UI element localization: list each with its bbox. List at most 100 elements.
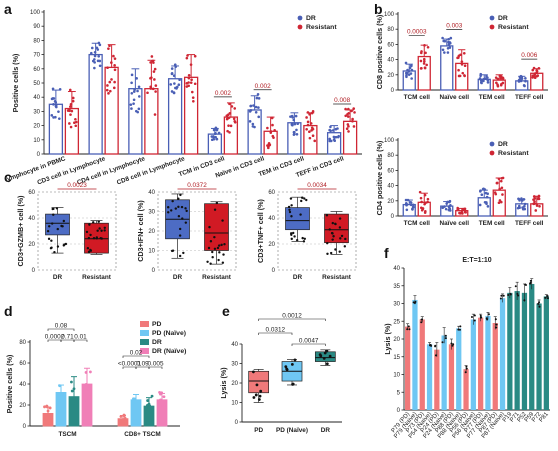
data-point — [89, 233, 92, 237]
data-point — [410, 64, 413, 67]
legend-label: DR — [152, 339, 162, 346]
data-point — [308, 130, 311, 133]
legend-marker — [297, 15, 303, 21]
x-tick-label: DR — [53, 274, 63, 281]
data-point — [334, 127, 338, 131]
data-point — [519, 76, 523, 79]
data-point — [223, 242, 226, 246]
data-point — [419, 67, 423, 70]
data-point — [479, 314, 482, 317]
data-point — [50, 222, 54, 225]
significance-label: 0.006 — [521, 52, 537, 59]
chart-title: E:T=1:10 — [462, 257, 491, 264]
data-point — [69, 125, 73, 129]
data-point — [52, 213, 55, 216]
data-point — [227, 124, 230, 127]
data-point — [218, 251, 221, 254]
data-point — [305, 116, 308, 119]
data-point — [290, 204, 293, 207]
data-point — [538, 204, 541, 208]
bar — [434, 349, 440, 410]
legend-marker — [489, 141, 495, 147]
data-point — [498, 199, 502, 202]
data-point — [92, 221, 95, 224]
y-tick-label: 60 — [387, 168, 394, 174]
data-point — [187, 84, 190, 88]
data-point — [284, 365, 288, 369]
data-point — [48, 225, 51, 228]
data-point — [89, 370, 92, 374]
y-tick-label: 30 — [393, 302, 400, 308]
data-point — [154, 90, 157, 93]
data-point — [86, 395, 90, 399]
data-point — [85, 230, 89, 234]
data-point — [351, 117, 354, 121]
data-point — [444, 337, 447, 340]
y-tick-label: 35 — [393, 284, 400, 290]
data-point — [221, 219, 224, 222]
data-point — [130, 81, 133, 85]
y-tick-label: 40 — [268, 216, 275, 222]
data-point — [147, 412, 150, 416]
data-point — [62, 395, 66, 399]
data-point — [251, 122, 255, 126]
data-point — [259, 389, 263, 393]
bar — [156, 399, 168, 427]
y-tick-label: 100 — [384, 138, 395, 144]
bar — [48, 103, 64, 155]
data-point — [177, 205, 180, 209]
data-point — [463, 210, 467, 214]
data-point — [191, 96, 195, 99]
data-point — [93, 66, 96, 70]
data-point — [479, 78, 483, 82]
y-tick-label: 0 — [272, 268, 276, 274]
legend-label: DR — [498, 15, 508, 22]
data-point — [411, 207, 414, 211]
data-point — [151, 87, 155, 91]
data-point — [524, 79, 527, 83]
data-point — [480, 316, 483, 319]
data-point — [171, 249, 175, 252]
data-point — [167, 206, 170, 209]
data-point — [306, 120, 310, 124]
data-point — [248, 110, 252, 113]
data-point — [350, 109, 353, 113]
data-point — [331, 129, 335, 132]
x-tick-label: P71 — [509, 411, 521, 424]
data-point — [149, 87, 153, 90]
data-point — [404, 61, 408, 65]
data-point — [411, 203, 415, 207]
data-point — [338, 217, 342, 220]
data-point — [66, 109, 70, 112]
data-point — [255, 96, 259, 100]
data-point — [296, 122, 300, 126]
y-tick-label: 30 — [33, 109, 40, 115]
data-point — [479, 190, 482, 193]
data-point — [318, 353, 322, 357]
data-point — [291, 123, 294, 127]
data-point — [72, 387, 76, 391]
data-point — [268, 143, 272, 147]
data-point — [248, 120, 252, 123]
data-point — [150, 55, 154, 58]
data-point — [113, 57, 117, 60]
bar — [405, 326, 411, 410]
significance-bracket — [258, 332, 293, 335]
data-point — [419, 51, 423, 55]
significance-label: 0.0372 — [187, 182, 207, 189]
data-point — [173, 63, 177, 66]
data-point — [211, 256, 214, 259]
data-point — [181, 217, 184, 220]
data-point — [325, 214, 329, 217]
data-point — [420, 206, 423, 210]
bar — [412, 299, 418, 410]
y-tick-label: 10 — [148, 249, 155, 255]
data-point — [228, 102, 231, 106]
data-point — [498, 187, 501, 191]
data-point — [185, 82, 189, 85]
data-point — [407, 325, 410, 328]
data-point — [90, 46, 94, 50]
data-point — [257, 97, 261, 100]
data-point — [217, 131, 221, 135]
